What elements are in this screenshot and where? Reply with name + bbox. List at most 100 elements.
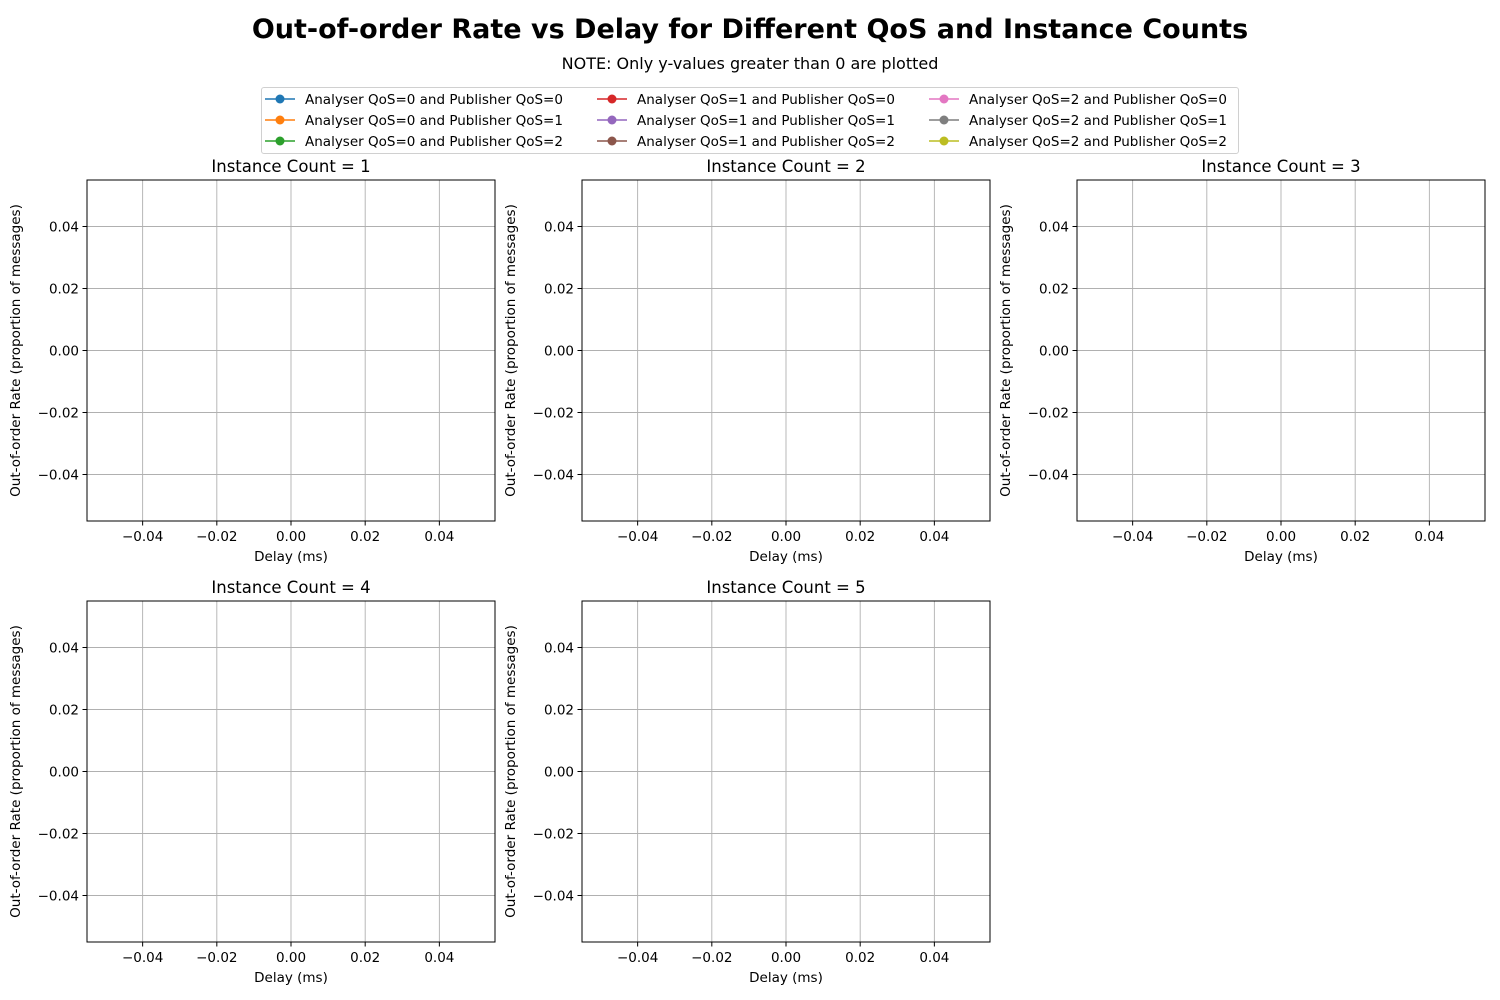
legend-label: Analyser QoS=2 and Publisher QoS=1 <box>969 113 1227 129</box>
legend-label: Analyser QoS=2 and Publisher QoS=2 <box>969 134 1227 150</box>
x-tick-label: −0.02 <box>196 950 237 966</box>
y-tick-label: 0.02 <box>544 703 574 719</box>
legend-dot-marker <box>607 94 617 104</box>
y-tick-label: 0.04 <box>544 220 574 236</box>
y-tick-label: 0.04 <box>1039 220 1069 236</box>
x-tick-label: 0.04 <box>919 529 949 545</box>
legend-label: Analyser QoS=1 and Publisher QoS=0 <box>637 92 895 108</box>
y-tick-label: −0.02 <box>533 827 574 843</box>
legend-entry: Analyser QoS=1 and Publisher QoS=0 <box>597 92 895 108</box>
y-tick-label: 0.02 <box>1039 282 1069 298</box>
x-tick-label: 0.02 <box>845 950 875 966</box>
x-tick-label: −0.02 <box>691 529 732 545</box>
x-axis-label: Delay (ms) <box>1244 549 1318 565</box>
x-tick-label: 0.02 <box>350 950 380 966</box>
legend-dot-marker <box>275 94 285 104</box>
x-tick-label: 0.04 <box>424 529 454 545</box>
legend-entry: Analyser QoS=2 and Publisher QoS=0 <box>929 92 1227 108</box>
figure-title: Out-of-order Rate vs Delay for Different… <box>251 14 1249 45</box>
y-tick-label: 0.04 <box>49 641 79 657</box>
legend: Analyser QoS=0 and Publisher QoS=0 Analys… <box>261 87 1239 154</box>
x-tick-label: 0.00 <box>771 950 801 966</box>
y-tick-label: 0.00 <box>49 344 79 360</box>
y-tick-label: 0.04 <box>544 641 574 657</box>
y-tick-label: −0.04 <box>533 468 574 484</box>
y-tick-label: 0.00 <box>49 765 79 781</box>
y-tick-label: 0.00 <box>544 765 574 781</box>
y-tick-label: −0.02 <box>38 827 79 843</box>
x-tick-label: −0.02 <box>691 950 732 966</box>
x-axis-label: Delay (ms) <box>749 970 823 986</box>
legend-dot-marker <box>939 94 949 104</box>
x-tick-label: −0.04 <box>617 529 658 545</box>
y-tick-label: 0.00 <box>544 344 574 360</box>
y-tick-label: −0.04 <box>38 889 79 905</box>
x-tick-label: −0.04 <box>122 529 163 545</box>
y-tick-label: 0.00 <box>1039 344 1069 360</box>
x-tick-label: 0.00 <box>771 529 801 545</box>
legend-dot-marker <box>275 115 285 125</box>
x-axis-label: Delay (ms) <box>254 549 328 565</box>
y-tick-label: −0.02 <box>533 406 574 422</box>
legend-dot-marker <box>939 115 949 125</box>
y-tick-label: −0.04 <box>533 889 574 905</box>
legend-entry: Analyser QoS=0 and Publisher QoS=1 <box>265 113 563 129</box>
subplot-title: Instance Count = 4 <box>211 578 370 597</box>
legend-label: Analyser QoS=0 and Publisher QoS=1 <box>305 113 563 129</box>
legend-entry: Analyser QoS=1 and Publisher QoS=1 <box>597 113 895 129</box>
legend-entry: Analyser QoS=1 and Publisher QoS=2 <box>597 134 895 150</box>
y-tick-label: 0.02 <box>49 282 79 298</box>
y-axis-label: Out-of-order Rate (proportion of message… <box>8 204 24 497</box>
subplot-title: Instance Count = 1 <box>211 157 370 176</box>
legend-label: Analyser QoS=1 and Publisher QoS=2 <box>637 134 895 150</box>
y-tick-label: −0.02 <box>1028 406 1069 422</box>
subplot-instance-1: −0.04 −0.02 0.00 0.02 0.04 −0.04 −0.02 0.00 0.02… <box>8 157 496 565</box>
x-axis-label: Delay (ms) <box>749 549 823 565</box>
subplot-instance-3: −0.04 −0.02 0.00 0.02 0.04 −0.04 −0.02 0.00 0.02… <box>998 157 1486 565</box>
y-axis-label: Out-of-order Rate (proportion of message… <box>8 625 24 918</box>
y-axis-label: Out-of-order Rate (proportion of message… <box>998 204 1014 497</box>
y-tick-label: −0.04 <box>38 468 79 484</box>
legend-label: Analyser QoS=0 and Publisher QoS=0 <box>305 92 563 108</box>
y-tick-label: 0.04 <box>49 220 79 236</box>
y-axis-label: Out-of-order Rate (proportion of message… <box>503 204 519 497</box>
x-tick-label: 0.00 <box>1266 529 1296 545</box>
y-tick-label: 0.02 <box>544 282 574 298</box>
x-tick-label: −0.04 <box>122 950 163 966</box>
y-axis-label: Out-of-order Rate (proportion of message… <box>503 625 519 918</box>
x-tick-label: 0.02 <box>845 529 875 545</box>
subplot-instance-4: −0.04 −0.02 0.00 0.02 0.04 −0.04 −0.02 0.00 0.02… <box>8 578 496 986</box>
x-tick-label: 0.04 <box>1414 529 1444 545</box>
subplot-instance-5: −0.04 −0.02 0.00 0.02 0.04 −0.04 −0.02 0.00 0.02… <box>503 578 991 986</box>
x-tick-label: 0.04 <box>919 950 949 966</box>
x-tick-label: −0.02 <box>196 529 237 545</box>
legend-dot-marker <box>275 136 285 146</box>
subplot-instance-2: −0.04 −0.02 0.00 0.02 0.04 −0.04 −0.02 0.00 0.02… <box>503 157 991 565</box>
x-tick-label: 0.02 <box>350 529 380 545</box>
x-tick-label: 0.02 <box>1340 529 1370 545</box>
x-axis-label: Delay (ms) <box>254 970 328 986</box>
y-tick-label: 0.02 <box>49 703 79 719</box>
legend-entry: Analyser QoS=0 and Publisher QoS=0 <box>265 92 563 108</box>
x-tick-label: 0.04 <box>424 950 454 966</box>
legend-label: Analyser QoS=2 and Publisher QoS=0 <box>969 92 1227 108</box>
legend-dot-marker <box>607 136 617 146</box>
subplot-title: Instance Count = 3 <box>1201 157 1360 176</box>
legend-entry: Analyser QoS=2 and Publisher QoS=1 <box>929 113 1227 129</box>
subplot-title: Instance Count = 5 <box>706 578 865 597</box>
x-tick-label: −0.04 <box>617 950 658 966</box>
y-tick-label: −0.02 <box>38 406 79 422</box>
y-tick-label: −0.04 <box>1028 468 1069 484</box>
subplot-title: Instance Count = 2 <box>706 157 865 176</box>
legend-label: Analyser QoS=0 and Publisher QoS=2 <box>305 134 563 150</box>
x-tick-label: −0.02 <box>1186 529 1227 545</box>
x-tick-label: −0.04 <box>1112 529 1153 545</box>
legend-label: Analyser QoS=1 and Publisher QoS=1 <box>637 113 895 129</box>
legend-entry: Analyser QoS=0 and Publisher QoS=2 <box>265 134 563 150</box>
x-tick-label: 0.00 <box>276 529 306 545</box>
legend-entry: Analyser QoS=2 and Publisher QoS=2 <box>929 134 1227 150</box>
legend-dot-marker <box>939 136 949 146</box>
x-tick-label: 0.00 <box>276 950 306 966</box>
legend-dot-marker <box>607 115 617 125</box>
